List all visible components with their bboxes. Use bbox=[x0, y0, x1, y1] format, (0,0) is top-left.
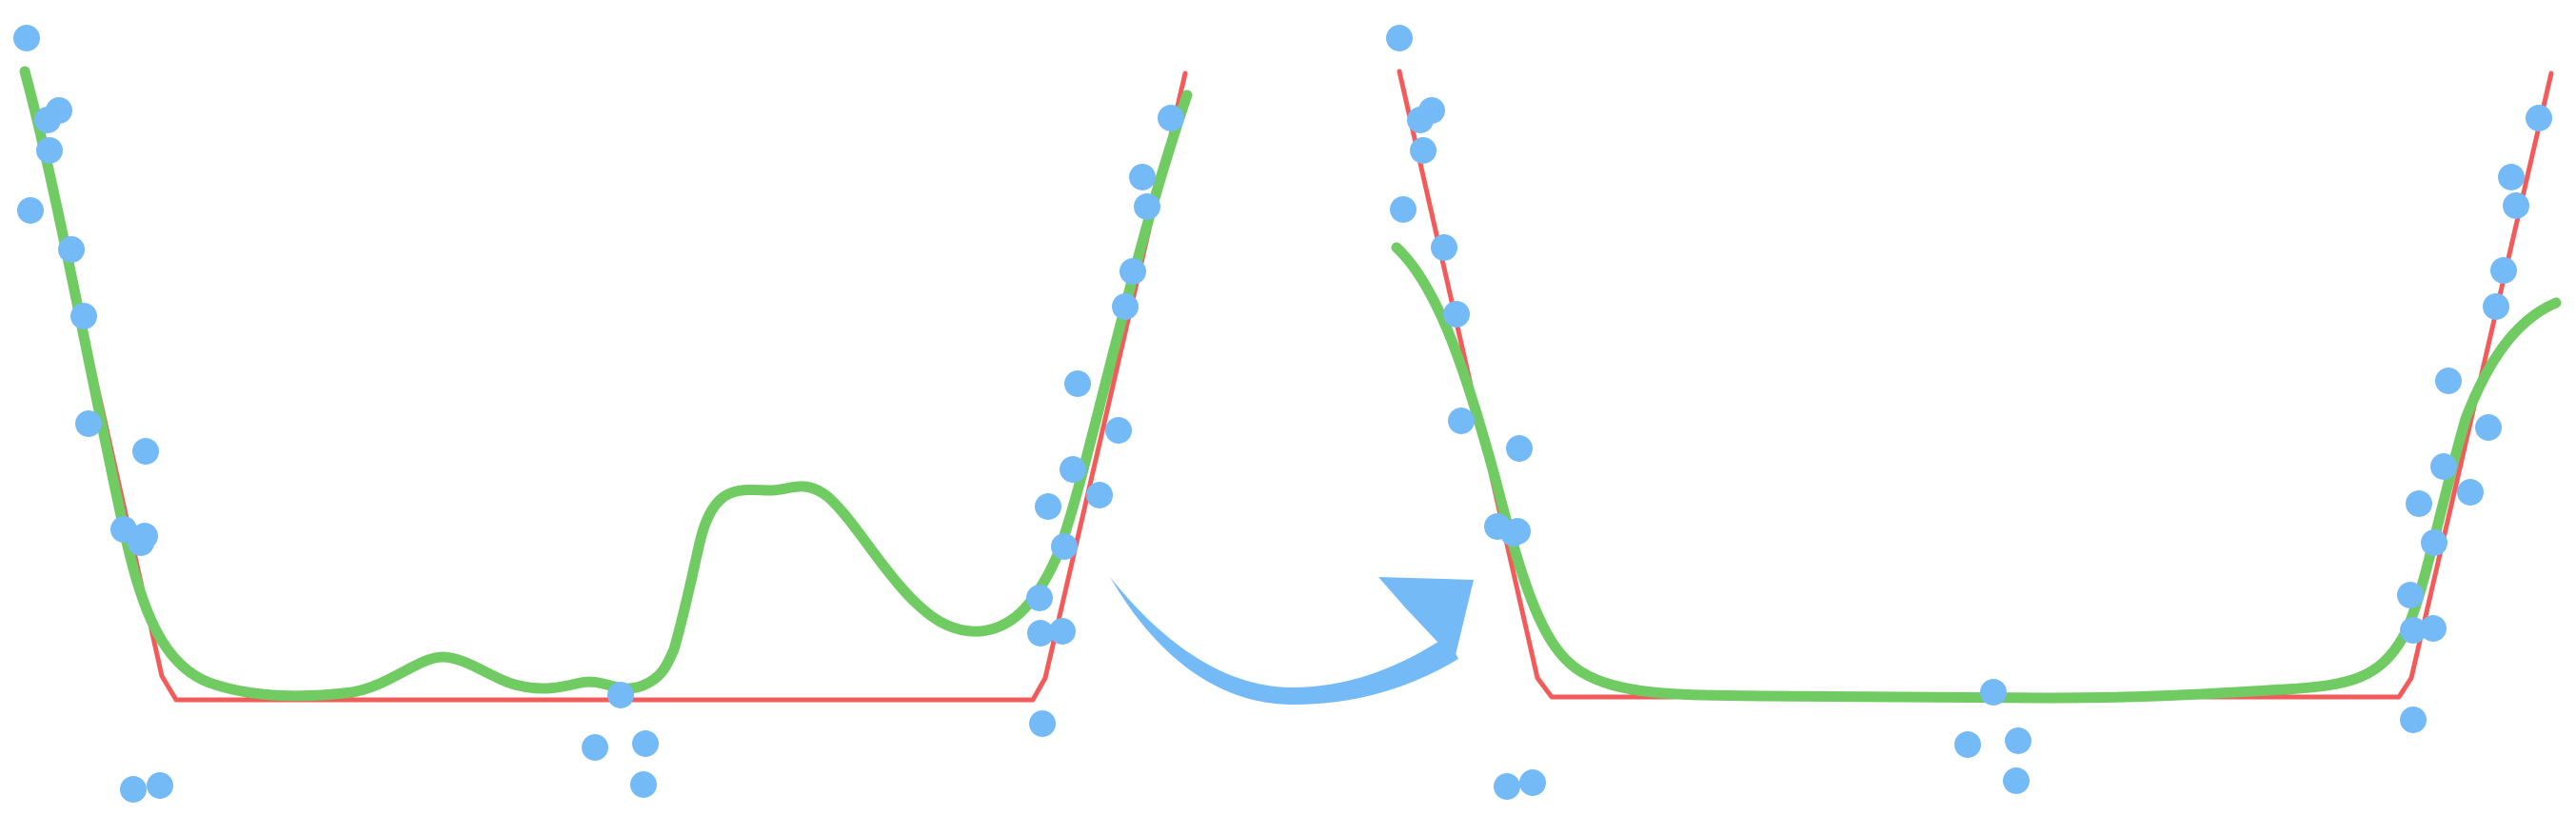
data-point bbox=[582, 734, 608, 761]
data-points-before bbox=[13, 25, 1184, 803]
data-point bbox=[1443, 301, 1470, 328]
fitted-curve-before bbox=[19, 66, 1193, 702]
data-point bbox=[1504, 518, 1531, 545]
fitted-curve-after bbox=[1391, 242, 2562, 704]
data-point bbox=[2490, 257, 2517, 284]
data-point bbox=[2475, 414, 2502, 441]
data-point bbox=[2400, 707, 2427, 733]
ground-truth-curve-after bbox=[1397, 69, 2554, 700]
data-point bbox=[1049, 618, 1076, 645]
data-point bbox=[75, 410, 102, 437]
data-point bbox=[2430, 453, 2457, 480]
panel-before bbox=[13, 25, 1193, 803]
data-point bbox=[1060, 456, 1086, 483]
data-point bbox=[132, 438, 159, 465]
data-point bbox=[632, 730, 659, 757]
panel-after bbox=[1386, 25, 2562, 800]
data-point bbox=[2420, 615, 2447, 642]
data-point bbox=[1035, 493, 1061, 520]
data-point bbox=[70, 303, 97, 329]
data-point bbox=[1954, 731, 1981, 758]
data-points-after bbox=[1386, 25, 2552, 800]
data-point bbox=[2503, 192, 2529, 219]
data-point bbox=[1134, 193, 1160, 220]
data-point bbox=[1410, 137, 1437, 164]
data-point bbox=[2005, 727, 2031, 754]
ground-truth-curve-before bbox=[24, 69, 1188, 703]
data-point bbox=[1112, 293, 1139, 320]
data-point bbox=[607, 682, 634, 708]
data-point bbox=[2457, 479, 2484, 506]
data-point bbox=[1120, 258, 1146, 285]
data-point bbox=[1494, 773, 1520, 800]
data-point bbox=[13, 25, 40, 51]
data-point bbox=[1129, 164, 1156, 190]
data-point bbox=[1086, 482, 1113, 508]
data-point bbox=[36, 137, 63, 164]
data-point bbox=[147, 772, 173, 799]
data-point bbox=[1390, 196, 1417, 223]
data-point bbox=[1431, 234, 1457, 261]
data-point bbox=[2003, 767, 2030, 794]
data-point bbox=[2397, 582, 2424, 608]
data-point bbox=[2526, 105, 2552, 131]
data-point bbox=[131, 523, 158, 549]
data-point bbox=[1158, 105, 1184, 131]
data-point bbox=[1418, 97, 1445, 124]
data-point bbox=[1386, 25, 1413, 51]
data-point bbox=[58, 236, 85, 263]
data-point bbox=[1448, 408, 1475, 434]
data-point bbox=[1051, 533, 1078, 560]
data-point bbox=[1506, 435, 1533, 462]
data-point bbox=[1064, 370, 1091, 397]
data-point bbox=[1105, 417, 1132, 444]
data-point bbox=[2435, 368, 2462, 394]
data-point bbox=[1026, 585, 1053, 611]
data-point bbox=[2498, 164, 2525, 190]
data-point bbox=[1980, 679, 2007, 706]
data-point bbox=[46, 97, 72, 124]
data-point bbox=[120, 776, 147, 803]
data-point bbox=[1029, 710, 1056, 737]
data-point bbox=[1519, 769, 1546, 796]
data-point bbox=[2421, 529, 2447, 556]
data-point bbox=[2483, 293, 2509, 320]
curved-arrow-right-icon bbox=[1110, 577, 1474, 705]
data-point bbox=[2400, 617, 2427, 644]
data-point bbox=[1027, 620, 1054, 647]
data-point bbox=[2406, 490, 2432, 517]
data-point bbox=[17, 197, 44, 224]
data-point bbox=[630, 771, 657, 798]
